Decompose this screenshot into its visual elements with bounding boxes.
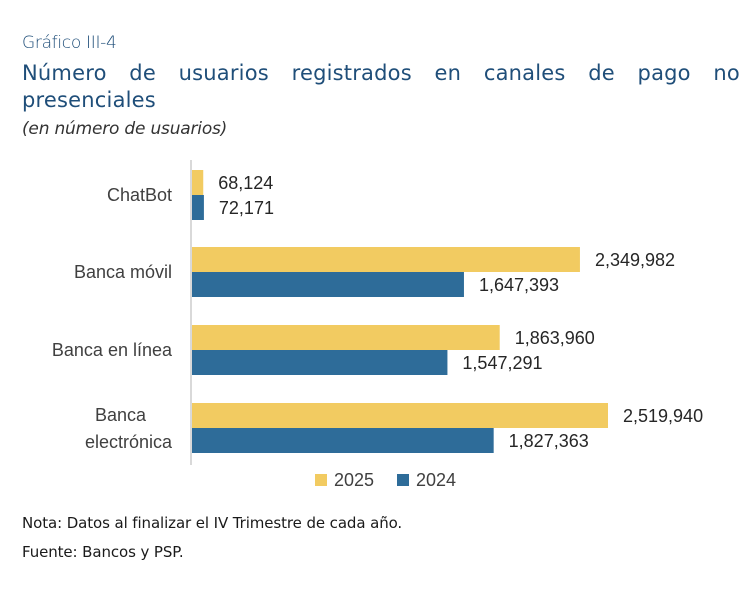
legend-swatch-2025 [315, 474, 327, 486]
title-word: pago [637, 61, 691, 85]
chart-title-line2: presenciales [22, 88, 156, 112]
data-label-2024: 1,547,291 [462, 353, 542, 373]
bar-2024 [192, 428, 494, 453]
bar-2024 [192, 350, 448, 375]
chart-subtitle: (en número de usuarios) [22, 119, 228, 139]
title-word: en [434, 61, 462, 85]
bar-2025 [192, 247, 580, 272]
bar-2024 [192, 195, 204, 220]
legend-label-2025: 2025 [334, 470, 374, 490]
title-word: de [129, 61, 156, 85]
category-label-line: electrónica [85, 432, 173, 452]
bar-2025 [192, 403, 608, 428]
figure-number: Gráfico III-4 [22, 33, 117, 53]
data-label-2024: 1,827,363 [509, 431, 589, 451]
legend-label-2024: 2024 [416, 470, 456, 490]
title-word: no [713, 61, 740, 85]
category-label: Banca móvil [74, 262, 172, 282]
category-label: ChatBot [107, 185, 172, 205]
bar-2024 [192, 272, 464, 297]
footnote-source: Fuente: Bancos y PSP. [22, 543, 184, 561]
chart-title: Número de usuarios registrados en canales de pa… [22, 60, 740, 114]
title-word: Número [22, 61, 107, 85]
data-label-2024: 1,647,393 [479, 275, 559, 295]
category-label-line: Banca [95, 405, 147, 425]
bar-2025 [192, 325, 500, 350]
category-label: Banca en línea [52, 340, 173, 360]
data-label-2025: 2,349,982 [595, 250, 675, 270]
data-label-2025: 2,519,940 [623, 406, 703, 426]
data-label-2025: 68,124 [218, 173, 273, 193]
footnote-note: Nota: Datos al finalizar el IV Trimestre… [22, 514, 403, 532]
title-word: registrados [291, 61, 412, 85]
legend-swatch-2024 [397, 474, 409, 486]
chart-title-line1: Número de usuarios registrados en canales de pa… [22, 60, 740, 87]
bar-2025 [192, 170, 204, 195]
title-word: canales [483, 61, 566, 85]
title-word: usuarios [178, 61, 269, 85]
bar-chart: ChatBot 68,124 72,171 Banca móvil 2,349,982 1… [52, 160, 703, 490]
category-label: Banca electrónica [85, 405, 173, 452]
data-label-2025: 1,863,960 [515, 328, 595, 348]
title-word: de [588, 61, 615, 85]
data-label-2024: 72,171 [219, 198, 274, 218]
